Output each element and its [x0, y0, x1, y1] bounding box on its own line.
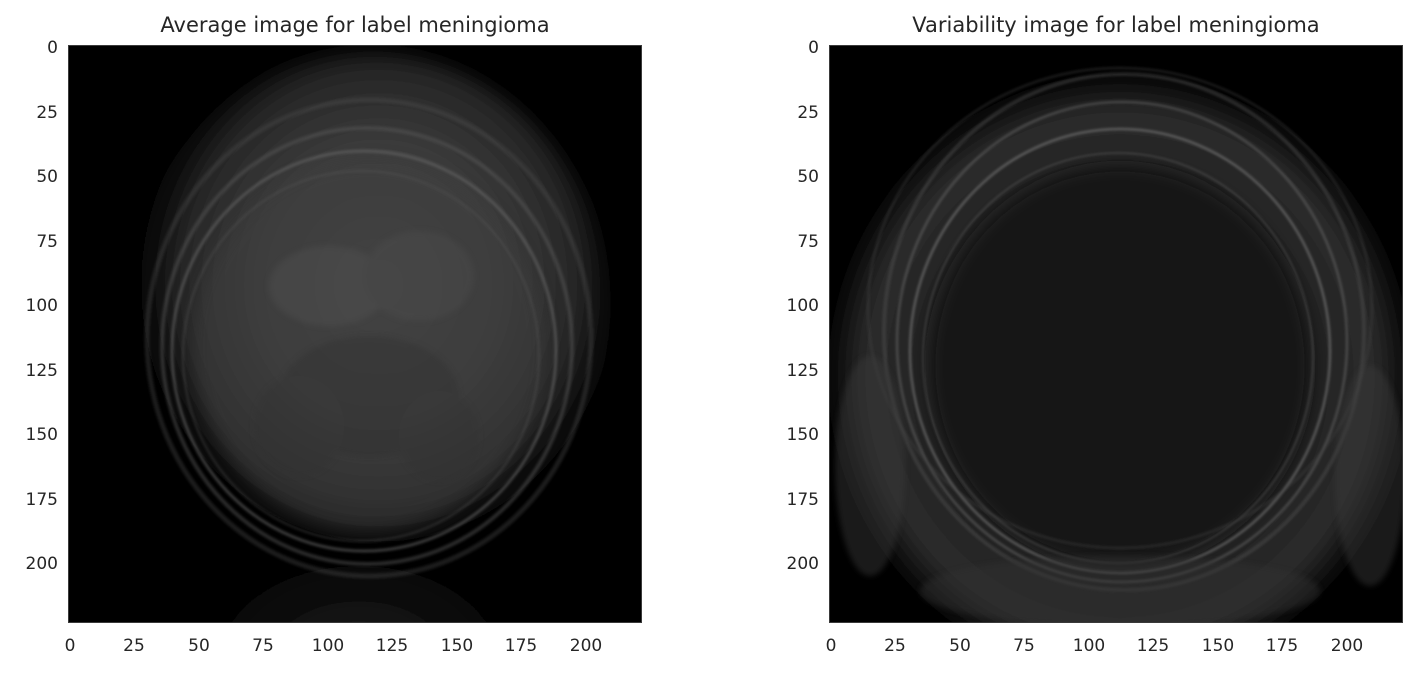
x-tick-label: 25: [123, 636, 145, 656]
y-tick-label: 75: [36, 232, 58, 252]
y-tick-label: 125: [786, 361, 819, 381]
x-tick-label: 150: [440, 636, 474, 656]
x-tick-label: 75: [252, 636, 274, 656]
variability-image-title: Variability image for label meningioma: [912, 13, 1320, 37]
x-tick-label: 175: [504, 636, 538, 656]
average-head-image: [69, 46, 641, 622]
x-tick-label: 125: [1136, 636, 1170, 656]
x-tick-label: 150: [1201, 636, 1235, 656]
average-image: [68, 45, 642, 623]
x-tick-label: 50: [949, 636, 971, 656]
x-tick-label: 0: [64, 636, 76, 656]
variability-image-panel: Variability image for label meningioma: [761, 0, 1403, 673]
variability-head-image: [830, 46, 1402, 622]
x-tick-label: 200: [1330, 636, 1364, 656]
x-tick-label: 25: [884, 636, 906, 656]
y-tick-label: 175: [786, 490, 819, 510]
y-tick-label: 75: [797, 232, 819, 252]
x-tick-label: 50: [188, 636, 210, 656]
x-tick-label: 100: [1072, 636, 1106, 656]
y-tick-label: 25: [36, 103, 58, 123]
y-tick-label: 125: [25, 361, 58, 381]
variability-image: [829, 45, 1403, 623]
x-tick-label: 0: [825, 636, 837, 656]
y-tick-label: 100: [25, 296, 58, 316]
y-tick-label: 175: [25, 490, 58, 510]
y-tick-label: 0: [47, 38, 58, 58]
x-tick-label: 200: [569, 636, 603, 656]
y-tick-label: 25: [797, 103, 819, 123]
average-image-panel: Average image for label meningioma: [0, 0, 642, 673]
x-tick-label: 100: [311, 636, 345, 656]
y-tick-label: 50: [797, 167, 819, 187]
x-tick-label: 75: [1013, 636, 1035, 656]
y-tick-label: 0: [808, 38, 819, 58]
y-tick-label: 150: [25, 425, 58, 445]
y-tick-label: 200: [25, 554, 58, 574]
average-image-title: Average image for label meningioma: [160, 13, 550, 37]
y-tick-label: 50: [36, 167, 58, 187]
y-tick-label: 100: [786, 296, 819, 316]
y-tick-label: 200: [786, 554, 819, 574]
x-tick-label: 125: [375, 636, 409, 656]
x-tick-label: 175: [1265, 636, 1299, 656]
y-tick-label: 150: [786, 425, 819, 445]
